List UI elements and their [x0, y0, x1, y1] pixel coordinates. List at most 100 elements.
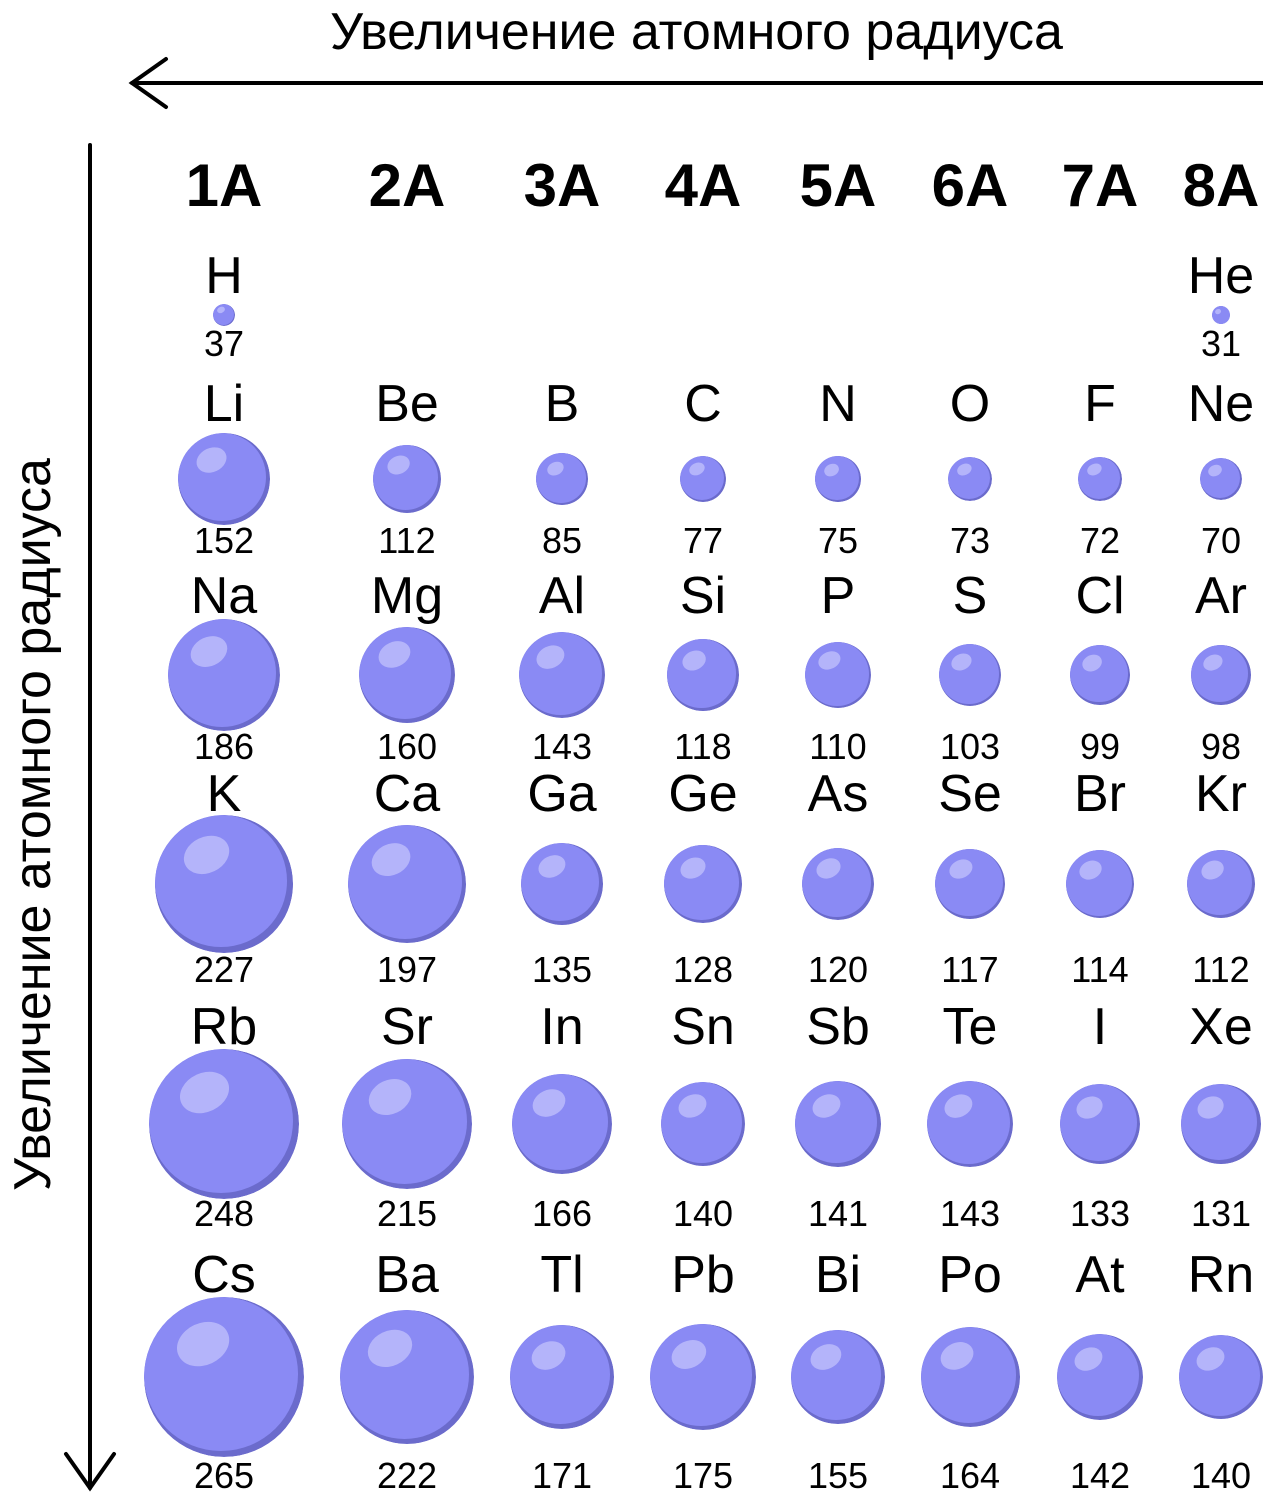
atom-sphere-sr	[342, 1059, 472, 1189]
group-label-7a: 7A	[1061, 152, 1139, 219]
group-label-6a: 6A	[931, 152, 1009, 219]
atom-sphere-ne	[1199, 457, 1243, 501]
element-symbol-rb: Rb	[190, 998, 258, 1056]
group-label-4a: 4A	[664, 152, 742, 219]
atomic-radius-value-tl: 171	[531, 1455, 593, 1496]
atomic-radius-value-mg: 160	[376, 726, 438, 767]
atom-sphere-rb	[149, 1049, 299, 1199]
atom-sphere-h	[212, 303, 236, 327]
element-symbol-te: Te	[942, 998, 998, 1056]
atomic-radius-value-rb: 248	[193, 1193, 255, 1234]
atomic-radius-value-in: 166	[531, 1193, 593, 1234]
atomic-radius-value-bi: 155	[807, 1455, 869, 1496]
element-symbol-at: At	[1075, 1246, 1125, 1304]
atom-sphere-ge	[664, 845, 742, 923]
group-label-8a: 8A	[1182, 152, 1260, 219]
atomic-radius-value-ga: 135	[531, 949, 593, 990]
atom-sphere-p	[804, 641, 872, 709]
element-symbol-br: Br	[1074, 765, 1126, 823]
group-label-3a: 3A	[523, 152, 601, 219]
atomic-radius-value-cl: 99	[1079, 726, 1121, 767]
atom-sphere-mg	[358, 626, 456, 724]
atomic-radius-value-ba: 222	[376, 1455, 438, 1496]
atom-sphere-po	[920, 1327, 1020, 1427]
element-symbol-tl: Tl	[540, 1246, 584, 1304]
atom-sphere-at	[1057, 1334, 1143, 1420]
element-symbol-c: C	[684, 375, 722, 433]
atom-sphere-b	[536, 453, 588, 505]
element-symbol-f: F	[1084, 375, 1116, 433]
group-label-2a: 2A	[368, 152, 446, 219]
element-symbol-ga: Ga	[527, 765, 597, 823]
element-symbol-p: P	[820, 567, 856, 625]
element-symbol-he: He	[1187, 247, 1255, 305]
atomic-radius-value-kr: 112	[1192, 949, 1250, 990]
element-symbol-be: Be	[375, 375, 439, 433]
atom-sphere-sb	[795, 1081, 881, 1167]
atom-sphere-k	[155, 815, 293, 953]
atomic-radius-value-p: 110	[809, 726, 867, 767]
element-symbol-kr: Kr	[1195, 765, 1247, 823]
atomic-radius-value-sr: 215	[376, 1193, 438, 1234]
element-symbol-al: Al	[538, 567, 586, 625]
atom-sphere-f	[1078, 457, 1122, 501]
element-symbol-rn: Rn	[1187, 1246, 1255, 1304]
atom-sphere-xe	[1181, 1084, 1261, 1164]
atom-sphere-n	[815, 456, 861, 502]
atomic-radius-value-se: 117	[941, 949, 999, 990]
element-symbol-na: Na	[190, 567, 258, 625]
element-symbol-ge: Ge	[668, 765, 738, 823]
atom-sphere-ba	[339, 1309, 475, 1444]
atomic-radius-value-si: 118	[674, 726, 732, 767]
element-symbol-s: S	[952, 567, 988, 625]
atom-sphere-si	[667, 639, 739, 711]
atom-sphere-ar	[1191, 645, 1251, 705]
atomic-radius-value-c: 77	[682, 520, 724, 561]
atomic-radius-value-b: 85	[541, 520, 583, 561]
element-symbol-cl: Cl	[1075, 567, 1125, 625]
atomic-radius-value-ge: 128	[672, 949, 734, 990]
element-symbol-n: N	[819, 375, 857, 433]
atom-sphere-br	[1065, 849, 1135, 919]
atom-sphere-in	[511, 1073, 613, 1175]
atom-sphere-cl	[1070, 645, 1130, 705]
horizontal-axis-label: Увеличение атомного радиуса	[330, 3, 1063, 61]
element-symbol-sn: Sn	[671, 998, 735, 1056]
atomic-radius-value-h: 37	[203, 323, 245, 364]
atomic-radius-value-sn: 140	[672, 1193, 734, 1234]
element-symbol-si: Si	[679, 567, 727, 625]
atomic-radius-value-na: 186	[193, 726, 255, 767]
element-symbol-se: Se	[938, 765, 1002, 823]
element-symbol-bi: Bi	[814, 1246, 862, 1304]
atom-sphere-s	[938, 643, 1002, 707]
element-symbol-i: I	[1092, 998, 1108, 1056]
vertical-arrow-down-icon	[64, 143, 116, 1492]
element-symbol-sr: Sr	[381, 998, 433, 1056]
atomic-radius-value-k: 227	[193, 949, 255, 990]
element-symbol-in: In	[540, 998, 584, 1056]
element-symbol-h: H	[205, 247, 243, 305]
atom-sphere-kr	[1187, 850, 1255, 918]
atomic-radius-value-ca: 197	[376, 949, 438, 990]
atom-sphere-he	[1211, 305, 1231, 325]
element-symbol-xe: Xe	[1189, 998, 1253, 1056]
atomic-radius-value-f: 72	[1079, 520, 1121, 561]
atom-sphere-c	[679, 455, 727, 503]
element-symbol-as: As	[807, 765, 869, 823]
element-symbol-pb: Pb	[671, 1246, 735, 1304]
atom-sphere-al	[518, 631, 606, 719]
atomic-radius-value-o: 73	[949, 520, 991, 561]
atomic-radius-value-rn: 140	[1190, 1455, 1252, 1496]
atomic-radius-value-n: 75	[817, 520, 859, 561]
atomic-radius-value-s: 103	[939, 726, 1001, 767]
element-symbol-mg: Mg	[370, 567, 444, 625]
element-symbol-k: K	[206, 765, 242, 823]
atomic-radius-value-po: 164	[939, 1455, 1001, 1496]
atom-sphere-na	[167, 618, 281, 732]
element-symbol-ca: Ca	[373, 765, 441, 823]
atomic-radius-value-al: 143	[531, 726, 593, 767]
group-label-1a: 1A	[185, 152, 263, 219]
atomic-radius-value-as: 120	[807, 949, 869, 990]
element-symbol-b: B	[544, 375, 580, 433]
